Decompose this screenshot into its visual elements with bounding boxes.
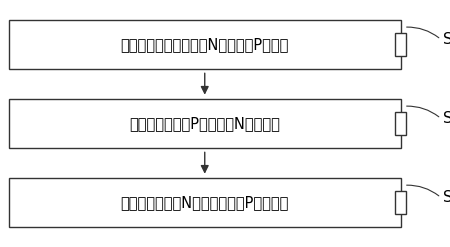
Bar	[9, 20, 400, 69]
Text: 采用离子注入在N型阱区中形成P型漂移区: 采用离子注入在N型阱区中形成P型漂移区	[121, 195, 289, 210]
Text: 在衬底的选定区域形成N型阱区和P型阱区: 在衬底的选定区域形成N型阱区和P型阱区	[121, 37, 289, 52]
Bar	[395, 191, 406, 214]
Text: S3: S3	[443, 190, 450, 205]
Bar	[9, 99, 400, 148]
Bar	[395, 33, 406, 56]
Text: 在选定区域形成P型体区和N型漂移区: 在选定区域形成P型体区和N型漂移区	[129, 116, 280, 131]
Bar	[9, 178, 400, 227]
Text: S1: S1	[443, 32, 450, 47]
Bar	[395, 112, 406, 135]
Text: S2: S2	[443, 111, 450, 126]
